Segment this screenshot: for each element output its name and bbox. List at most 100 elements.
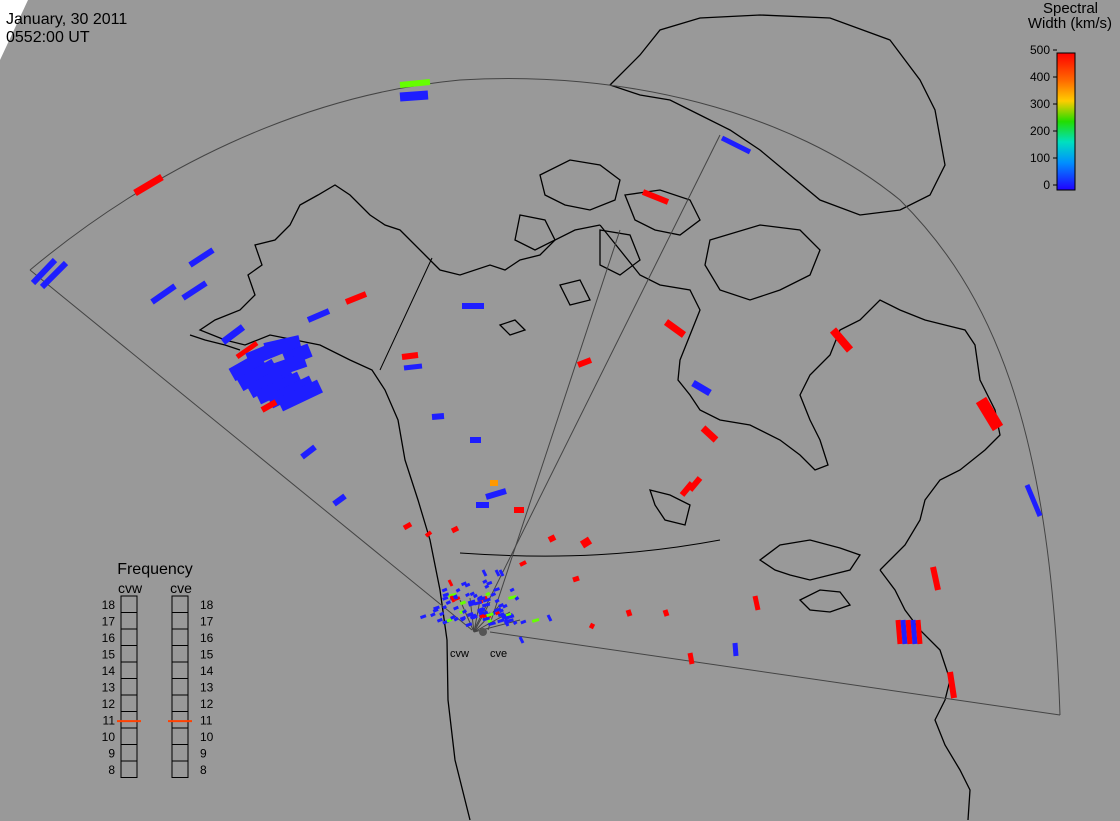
scatter-patch	[402, 521, 413, 531]
frequency-tick-label: 8	[108, 763, 115, 777]
scatter-patch	[235, 340, 259, 360]
colorbar-tick-label: 200	[1030, 124, 1050, 138]
scatter-patch	[572, 575, 580, 583]
scatter-patch	[482, 610, 489, 616]
scatter-patch	[484, 584, 490, 589]
scatter-patch	[478, 610, 485, 616]
colorbar-tick-label: 400	[1030, 70, 1050, 84]
scatter-patch	[700, 425, 719, 443]
scatter-patch	[399, 90, 429, 102]
colorbar-tick-label: 100	[1030, 151, 1050, 165]
scatter-patch	[452, 594, 458, 599]
scatter-patch	[472, 593, 478, 599]
scatter-patch	[30, 257, 58, 286]
scatter-patch	[332, 493, 347, 507]
scatter-patch	[459, 600, 467, 606]
scatter-patch	[518, 636, 525, 644]
scatter-patch	[466, 611, 474, 617]
scatter-patch	[493, 607, 502, 613]
scatter-patch	[910, 619, 918, 645]
scatter-patch	[267, 353, 308, 379]
scatter-patch	[947, 671, 957, 699]
scatter-patch	[436, 617, 443, 623]
scatter-patch	[829, 327, 854, 353]
frequency-tick-label: 8	[200, 763, 207, 777]
scatter-patch	[905, 619, 913, 645]
scatter-patch	[494, 610, 501, 616]
scatter-patch	[497, 618, 505, 624]
scatter-patch	[446, 617, 453, 623]
frequency-radar-cve: cve	[170, 580, 192, 596]
scatter-patch	[915, 619, 923, 645]
scatter-patch	[482, 614, 488, 620]
frequency-tick-label: 10	[200, 730, 214, 744]
frequency-tick-label: 10	[102, 730, 116, 744]
scatter-patch	[930, 566, 941, 591]
radar-site-marker	[479, 628, 487, 636]
frequency-tick-label: 13	[200, 681, 214, 695]
scatter-patch	[260, 399, 278, 413]
scatter-patch	[39, 260, 69, 290]
colorbar-tick-label: 300	[1030, 97, 1050, 111]
scatter-patch	[442, 592, 450, 598]
frequency-cell	[120, 760, 138, 778]
scatter-patch	[471, 614, 478, 620]
scatter-patch	[900, 619, 908, 645]
radar-label-east: cve	[490, 648, 507, 660]
scatter-patch	[493, 587, 500, 592]
scatter-patch	[576, 357, 593, 368]
scatter-patch	[476, 596, 486, 602]
scatter-patch	[430, 612, 436, 618]
scatter-patch	[579, 536, 593, 549]
scatter-patch	[445, 600, 452, 605]
frequency-tick-label: 9	[200, 747, 207, 761]
scatter-patch	[895, 619, 903, 645]
frequency-tick-label: 16	[200, 631, 214, 645]
frequency-tick-label: 18	[200, 598, 214, 612]
scatter-patch	[465, 592, 470, 598]
scatter-patch	[419, 614, 427, 620]
scatter-patch	[276, 379, 324, 412]
scatter-patch	[442, 595, 449, 601]
scatter-patch	[482, 579, 488, 584]
scatter-patch	[447, 579, 454, 587]
scatter-patch	[732, 642, 739, 657]
scatter-patch	[442, 604, 447, 610]
scatter-patch	[441, 587, 448, 593]
frequency-tick-label: 15	[102, 648, 116, 662]
scatter-patch	[509, 587, 515, 593]
colorbar-title-line1: Spectral	[1043, 0, 1098, 17]
scatter-patch	[459, 615, 467, 621]
scatter-patch	[497, 612, 505, 618]
scatter-patch	[469, 591, 475, 597]
scatter-patch	[461, 609, 468, 614]
frequency-tick-label: 15	[200, 648, 214, 662]
frequency-panel: Frequency cvw cve 18 17 16 15 14 13 12 11 10 9 8 18…	[102, 561, 214, 778]
scatter-patch	[1024, 484, 1043, 517]
frequency-tick-label: 14	[200, 664, 214, 678]
scatter-patch	[482, 616, 490, 622]
colorbar-gradient	[1056, 52, 1076, 191]
scatter-patch	[464, 582, 471, 588]
scatter-patch	[300, 444, 317, 460]
scatter-patch	[502, 603, 508, 609]
colorbar-tick-label: 500	[1030, 43, 1050, 57]
scatter-patch	[432, 607, 439, 613]
scatter-patch	[431, 413, 445, 420]
scatter-patch	[473, 600, 483, 606]
scatter-patch	[433, 605, 440, 611]
scatter-patch	[486, 612, 494, 618]
scatter-patch	[455, 588, 461, 593]
scatter-patch	[531, 617, 540, 623]
scatter-patch	[450, 525, 460, 534]
scatter-patch	[263, 335, 302, 357]
scatter-patch	[188, 247, 215, 268]
scatter-patch	[453, 605, 459, 611]
colorbar-title-line2: Width (km/s)	[1028, 15, 1112, 32]
scatter-patch	[498, 569, 505, 577]
scatter-patch	[150, 283, 177, 305]
colorbar-tick-label: 0	[1043, 178, 1050, 192]
frequency-tick-label: 11	[103, 714, 116, 728]
scatter-patch	[477, 607, 486, 613]
borders	[379, 257, 721, 557]
